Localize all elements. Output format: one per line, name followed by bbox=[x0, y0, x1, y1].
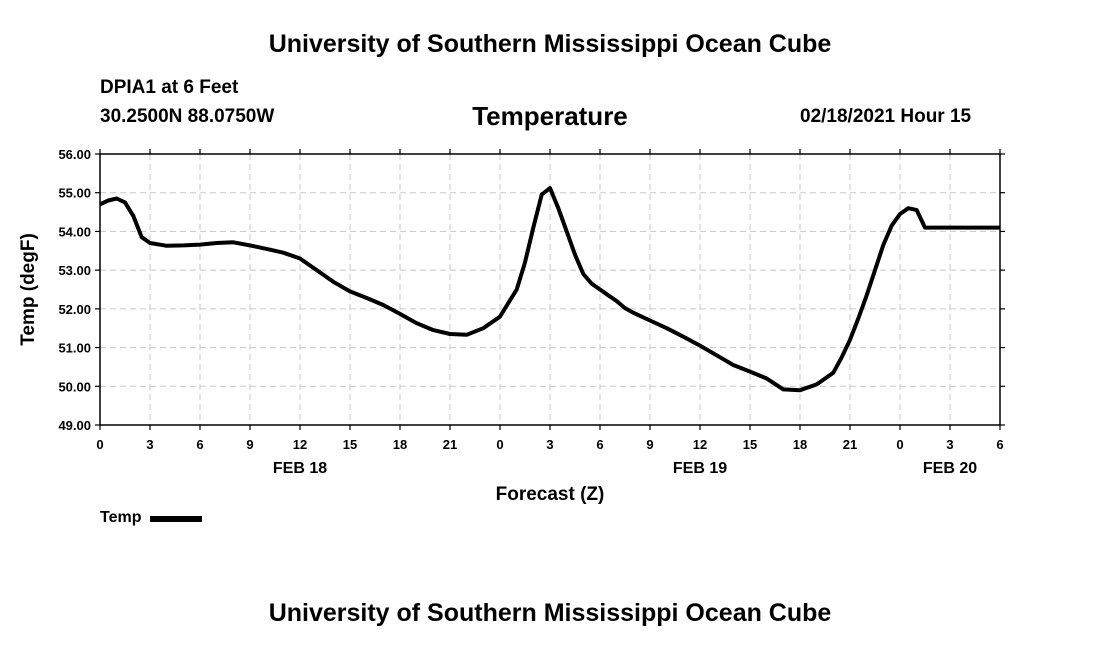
coordinates-label: 30.2500N 88.0750W bbox=[100, 106, 275, 127]
footer-title: University of Southern Mississippi Ocean… bbox=[268, 599, 832, 627]
series-layer bbox=[100, 186, 1000, 393]
y-axis-title: Temp (degF) bbox=[18, 233, 39, 346]
x-tick-label: 12 bbox=[293, 437, 307, 452]
x-tick-label: 12 bbox=[693, 437, 707, 452]
legend: Temp bbox=[100, 509, 203, 527]
axis-ticks bbox=[95, 149, 1005, 430]
x-tick-label: 21 bbox=[843, 437, 857, 452]
y-tick-label: 50.00 bbox=[58, 379, 91, 394]
x-tick-label: 9 bbox=[246, 437, 253, 452]
y-tick-label: 51.00 bbox=[58, 341, 91, 356]
x-tick-label: 15 bbox=[743, 437, 757, 452]
axis-labels: 49.00 50.00 51.00 52.00 53.00 54.00 55.00 56.00… bbox=[18, 147, 1004, 505]
date-label: FEB 20 bbox=[923, 460, 977, 477]
x-tick-label: 6 bbox=[196, 437, 203, 452]
x-tick-label: 3 bbox=[546, 437, 553, 452]
legend-label: Temp bbox=[100, 509, 142, 526]
x-axis-title: Forecast (Z) bbox=[496, 484, 605, 505]
x-tick-label: 3 bbox=[946, 437, 953, 452]
y-tick-label: 56.00 bbox=[58, 147, 91, 162]
page-title: University of Southern Mississippi Ocean… bbox=[268, 30, 832, 58]
x-tick-label: 18 bbox=[393, 437, 407, 452]
y-tick-label: 49.00 bbox=[58, 418, 91, 433]
x-tick-label: 9 bbox=[646, 437, 653, 452]
x-tick-label: 21 bbox=[443, 437, 457, 452]
series-line-temp bbox=[100, 186, 1000, 393]
grid bbox=[100, 154, 1000, 425]
y-tick-label: 55.00 bbox=[58, 186, 91, 201]
x-tick-label: 0 bbox=[896, 437, 903, 452]
x-tick-label: 18 bbox=[793, 437, 807, 452]
y-tick-label: 54.00 bbox=[58, 224, 91, 239]
chart-title: Temperature bbox=[472, 101, 628, 131]
x-tick-label: 6 bbox=[596, 437, 603, 452]
date-label: FEB 18 bbox=[273, 460, 327, 477]
y-tick-label: 52.00 bbox=[58, 302, 91, 317]
x-tick-label: 0 bbox=[496, 437, 503, 452]
x-tick-label: 0 bbox=[96, 437, 103, 452]
x-tick-label: 6 bbox=[996, 437, 1003, 452]
x-tick-label: 3 bbox=[146, 437, 153, 452]
y-tick-label: 53.00 bbox=[58, 263, 91, 278]
station-label: DPIA1 at 6 Feet bbox=[100, 77, 239, 98]
date-label: FEB 19 bbox=[673, 460, 727, 477]
forecast-datetime: 02/18/2021 Hour 15 bbox=[800, 106, 972, 127]
x-tick-label: 15 bbox=[343, 437, 357, 452]
legend-line-swatch bbox=[150, 516, 203, 522]
